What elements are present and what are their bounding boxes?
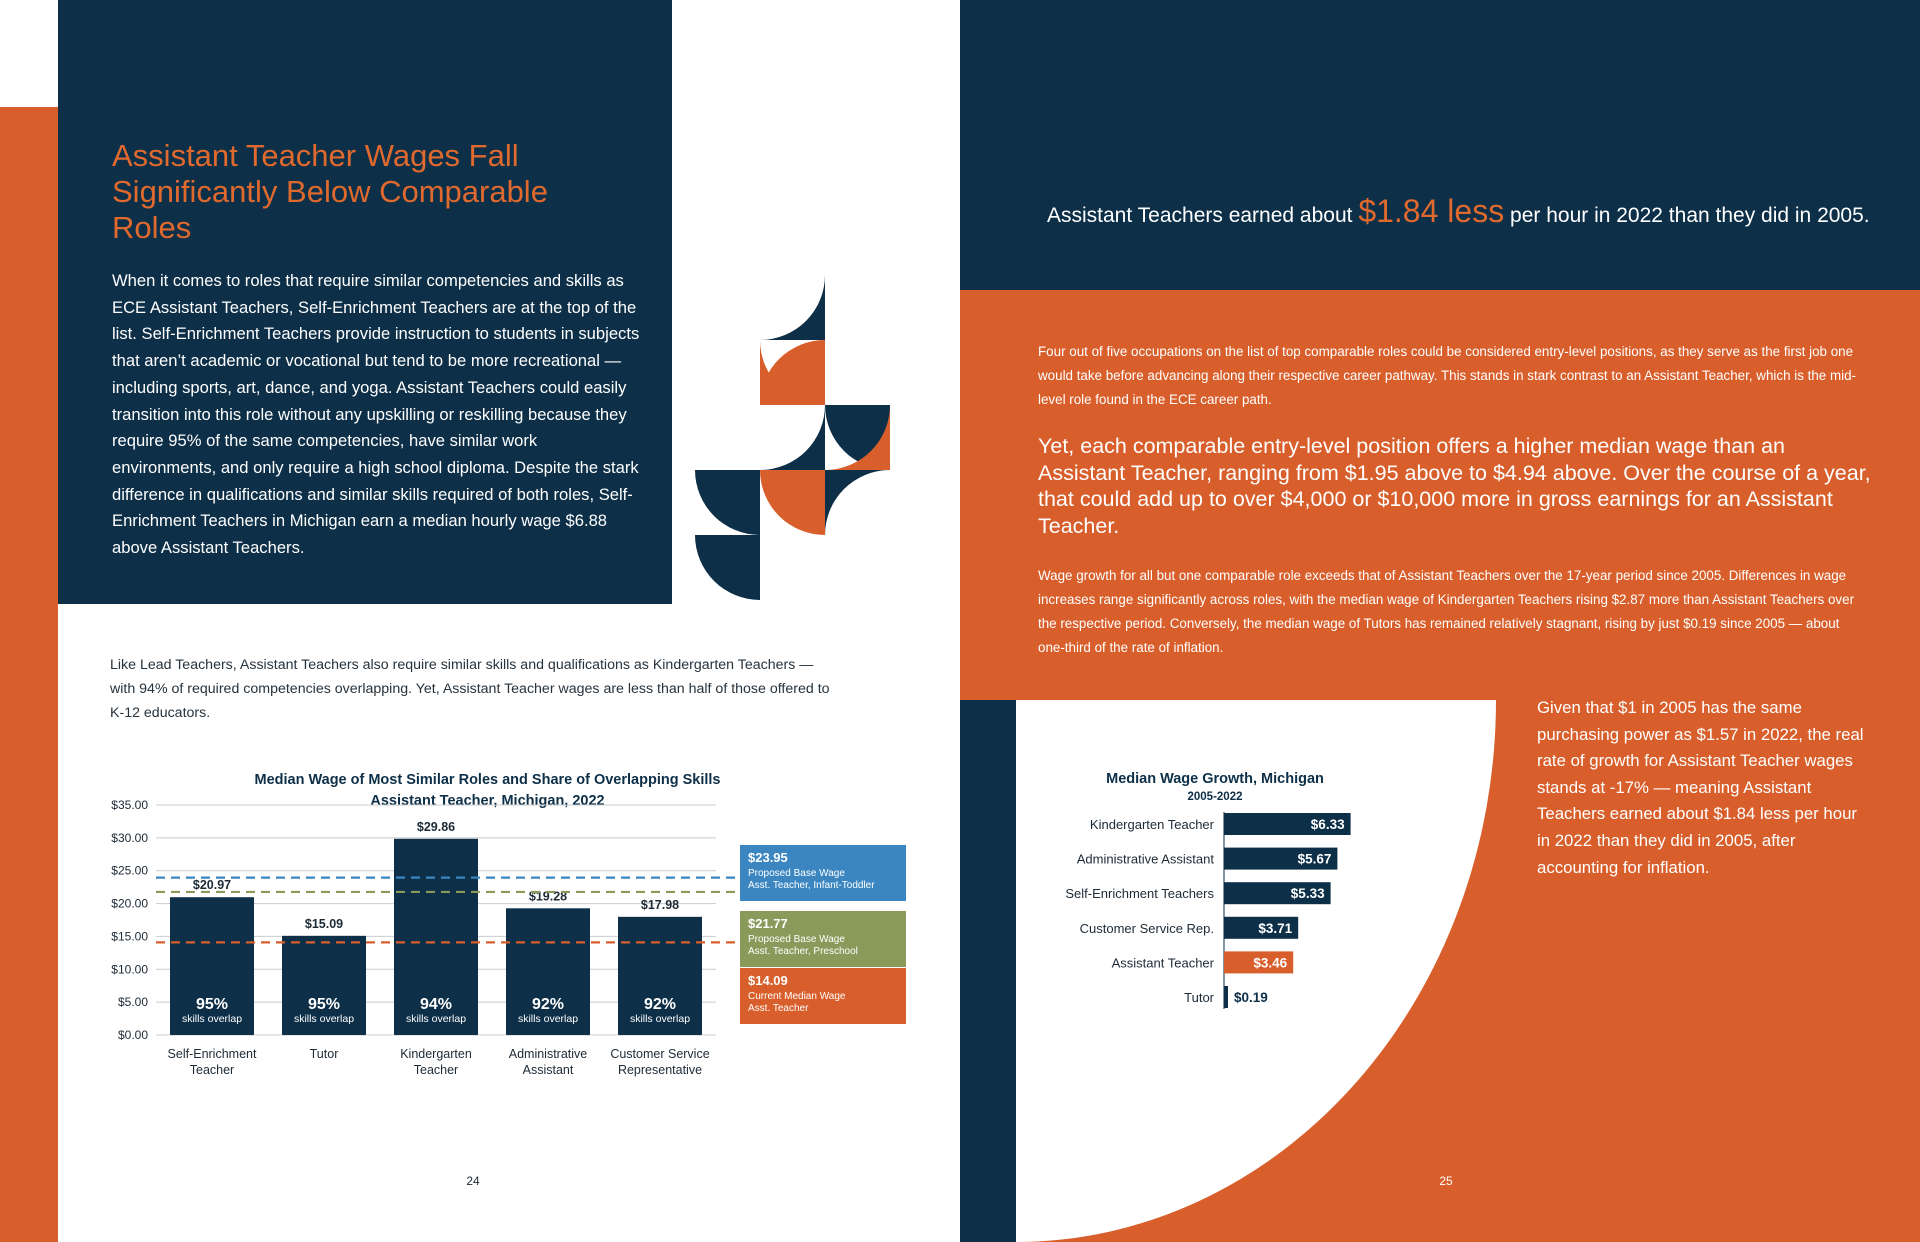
legend-desc: Asst. Teacher [748,1003,809,1014]
y-tick-label: $35.00 [111,798,148,812]
legend-box [740,845,906,901]
page-number-right: 25 [1439,1174,1453,1188]
bar-value-label: $15.09 [305,917,343,931]
legend-desc: Asst. Teacher, Infant-Toddler [748,880,875,891]
growth-value-label: $5.67 [1298,852,1332,867]
bar [170,897,254,1035]
category-label: Administrative [509,1047,588,1061]
overlap-percent: 92% [644,996,676,1013]
bar-value-label: $17.98 [641,898,679,912]
y-tick-label: $30.00 [111,831,148,845]
growth-bar [1224,813,1351,835]
category-label: Self-Enrichment [168,1047,257,1061]
paragraph-emphasis: Yet, each comparable entry-level positio… [1038,434,1871,538]
left-header-panel [58,0,672,604]
overlap-label: skills overlap [406,1013,466,1025]
legend-value: $21.77 [748,916,788,931]
growth-category-label: Kindergarten Teacher [1090,817,1215,832]
growth-bar [1224,882,1331,905]
bar [394,838,478,1035]
bar-value-label: $20.97 [193,878,231,892]
growth-bar [1224,916,1299,939]
category-label: Kindergarten [400,1047,472,1061]
bar [618,916,702,1035]
headline-post: per hour in 2022 than they did in 2005. [1504,204,1870,227]
y-tick-label: $10.00 [111,962,148,976]
growth-value-label: $3.46 [1253,955,1287,970]
legend-desc: Asst. Teacher, Preschool [748,946,858,957]
overlap-percent: 94% [420,996,452,1013]
overlap-percent: 95% [196,996,228,1013]
chart-title-line1: Median Wage of Most Similar Roles and Sh… [254,772,721,788]
chart-intro-text: Like Lead Teachers, Assistant Teachers a… [110,657,830,721]
growth-value-label: $6.33 [1311,817,1345,832]
category-label: Tutor [310,1047,339,1061]
growth-category-label: Assistant Teacher [1112,955,1215,970]
growth-chart-title: Median Wage Growth, Michigan 2005-2022 [1060,770,1370,805]
growth-category-label: Administrative Assistant [1077,852,1215,867]
overlap-label: skills overlap [630,1013,690,1025]
category-label: Representative [618,1063,702,1077]
growth-chart-title-text: Median Wage Growth, Michigan [1106,771,1324,787]
growth-value-label: $3.71 [1258,921,1292,936]
paragraph-entry-level: Four out of five occupations on the list… [1038,344,1857,407]
growth-bar [1224,951,1294,974]
legend-desc: Proposed Base Wage [748,868,845,879]
growth-category-label: Tutor [1184,990,1215,1005]
page-title: Assistant Teacher Wages Fall Significant… [112,138,548,245]
growth-value-label: $0.19 [1234,990,1268,1005]
growth-category-label: Self-Enrichment Teachers [1065,886,1214,901]
legend-box [740,968,906,1024]
overlap-label: skills overlap [294,1013,354,1025]
paragraph-wage-growth: Wage growth for all but one comparable r… [1038,568,1855,655]
headline-stat: Assistant Teachers earned about $1.84 le… [1047,193,1887,231]
growth-chart-subtitle: 2005-2022 [1187,791,1243,803]
page-number-left: 24 [466,1174,480,1188]
growth-bar [1224,847,1338,870]
y-tick-label: $5.00 [118,995,148,1009]
growth-bar-chart: Kindergarten Teacher $6.33 Administrative … [1065,812,1351,1009]
category-label: Assistant [523,1063,574,1077]
overlap-label: skills overlap [518,1013,578,1025]
category-label: Teacher [414,1063,458,1077]
wage-bar-chart: $0.00 $5.00 $10.00 $15.00 $20.00 $25.00 $30.00… [111,798,906,1077]
category-label: Teacher [190,1063,234,1077]
headline-highlight: $1.84 less [1358,193,1505,229]
y-tick-label: $15.00 [111,929,148,943]
legend-value: $14.09 [748,973,788,988]
intro-paragraph: When it comes to roles that require simi… [112,271,640,558]
bar [506,908,590,1035]
legend-desc: Proposed Base Wage [748,934,845,945]
bar-value-label: $29.86 [417,820,455,834]
legend-box [740,911,906,967]
overlap-label: skills overlap [182,1013,242,1025]
growth-category-label: Customer Service Rep. [1080,921,1214,936]
growth-bar [1224,986,1228,1008]
overlap-percent: 92% [532,996,564,1013]
right-header-panel [960,0,1920,290]
legend-desc: Current Median Wage [748,991,846,1002]
growth-value-label: $5.33 [1291,886,1325,901]
y-tick-label: $25.00 [111,864,148,878]
bar [282,935,366,1035]
legend-value: $23.95 [748,850,788,865]
overlap-percent: 95% [308,996,340,1013]
inflation-note: Given that $1 in 2005 has the same purch… [1537,698,1864,877]
right-navy-band [960,700,1016,1242]
left-orange-band [0,107,58,1242]
y-tick-label: $20.00 [111,897,148,911]
decorative-quarter-circles [695,275,890,600]
y-tick-label: $0.00 [118,1028,148,1042]
headline-pre: Assistant Teachers earned about [1047,204,1359,227]
category-label: Customer Service [610,1047,709,1061]
